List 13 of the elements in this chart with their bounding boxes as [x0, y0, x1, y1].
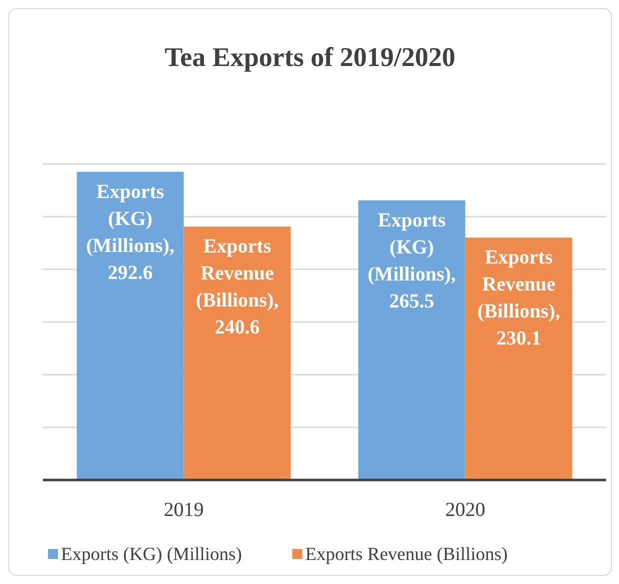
chart-title: Tea Exports of 2019/2020	[164, 42, 456, 72]
data-label: Exports (KG) (Millions), 292.6	[86, 180, 174, 284]
legend-label: Exports Revenue (Billions)	[305, 545, 508, 565]
bar	[358, 200, 466, 480]
data-label: Exports Revenue (Billions), 240.6	[196, 236, 279, 339]
bar	[184, 226, 291, 480]
bar	[76, 172, 184, 480]
bar	[465, 238, 572, 480]
data-label: Exports (KG) (Millions), 265.5	[368, 209, 456, 312]
x-tick-label: 2020	[445, 499, 486, 521]
legend-label: Exports (KG) (Millions)	[61, 545, 242, 565]
data-label: Exports Revenue (Billions), 230.1	[477, 246, 560, 350]
x-tick-label: 2019	[164, 499, 204, 521]
